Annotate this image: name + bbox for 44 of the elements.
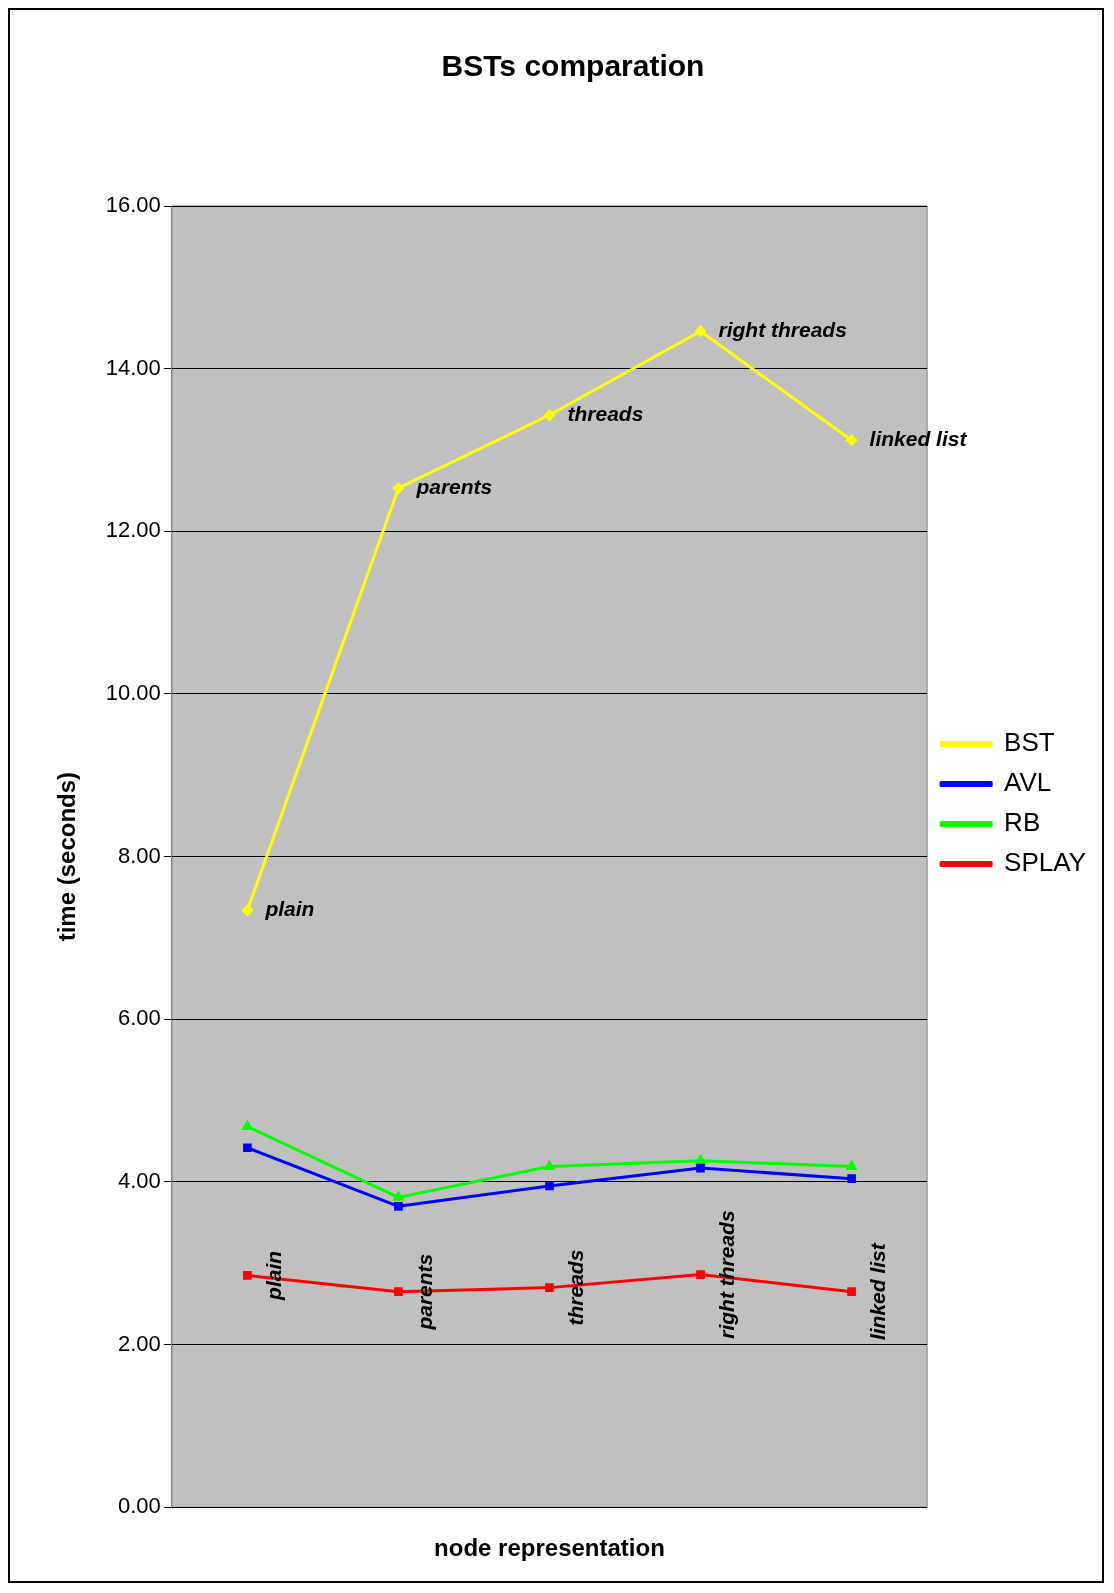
point	[544, 1160, 555, 1170]
y-tick-label: 12.00	[105, 517, 161, 543]
y-tick-label: 16.00	[105, 192, 161, 218]
point	[696, 1163, 705, 1173]
y-tick-label: 4.00	[118, 1167, 161, 1193]
y-tick-label: 6.00	[118, 1005, 161, 1031]
point	[695, 325, 707, 337]
annotation: right threads	[714, 1210, 738, 1339]
point	[543, 409, 555, 421]
y-tick-label: 0.00	[118, 1493, 161, 1519]
point	[241, 904, 253, 916]
point	[394, 1287, 403, 1297]
annotation: threads	[567, 401, 644, 425]
legend-label: SPLAY	[1004, 847, 1087, 878]
annotation: linked list	[869, 427, 968, 451]
annotation: linked list	[865, 1242, 889, 1341]
annotation: threads	[563, 1249, 587, 1326]
point	[243, 1271, 252, 1280]
legend-label: AVL	[1004, 767, 1052, 798]
point	[393, 1191, 404, 1201]
point	[545, 1283, 554, 1292]
point	[696, 1270, 705, 1279]
point	[847, 1287, 856, 1297]
annotation: parents	[412, 1253, 436, 1331]
y-tick-label: 8.00	[118, 842, 161, 868]
point	[243, 1143, 252, 1153]
point	[846, 1160, 857, 1170]
x-axis-title: node representation	[434, 1534, 665, 1562]
y-tick-label: 2.00	[118, 1330, 161, 1356]
annotation: right threads	[718, 318, 847, 342]
legend-label: BST	[1004, 727, 1055, 758]
legend-label: RB	[1004, 807, 1041, 838]
annotation: plain	[261, 1250, 285, 1301]
y-tick-label: 10.00	[105, 680, 161, 706]
annotation: parents	[415, 474, 493, 498]
y-tick-label: 14.00	[105, 354, 161, 380]
point	[394, 1201, 403, 1211]
y-axis-title: time (seconds)	[53, 771, 81, 942]
point	[847, 1174, 856, 1183]
chart-title: BSTs comparation	[441, 49, 705, 83]
point	[392, 482, 404, 494]
point	[545, 1181, 554, 1191]
point	[846, 434, 858, 446]
annotation: plain	[264, 897, 315, 921]
